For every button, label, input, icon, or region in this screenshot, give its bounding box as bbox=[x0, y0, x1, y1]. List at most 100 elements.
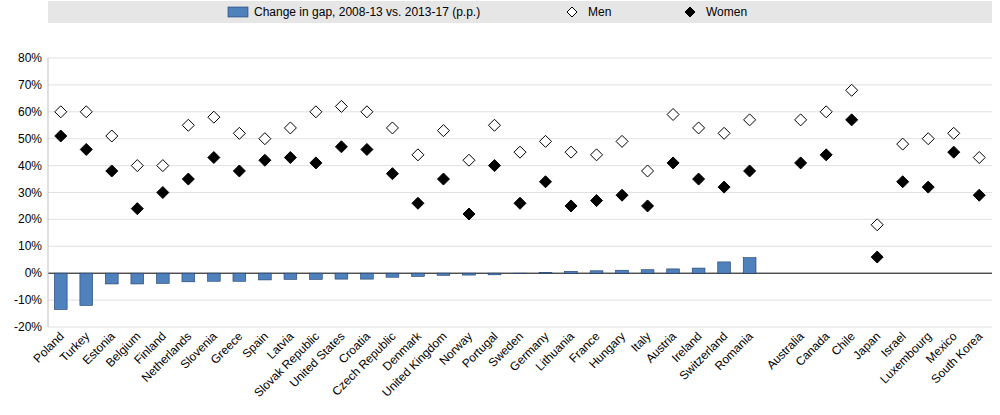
point bbox=[744, 165, 756, 177]
bar bbox=[514, 273, 527, 274]
marks bbox=[54, 84, 985, 309]
y-tick-label: 40% bbox=[18, 159, 42, 173]
point bbox=[106, 130, 118, 142]
x-tick-label: United Kingdom bbox=[379, 329, 449, 399]
y-axis-line bbox=[48, 58, 49, 327]
point bbox=[948, 127, 960, 139]
point bbox=[693, 122, 705, 134]
bar bbox=[386, 273, 399, 277]
legend-label: Women bbox=[706, 5, 747, 19]
point bbox=[795, 114, 807, 126]
point bbox=[182, 119, 194, 131]
point bbox=[488, 160, 500, 172]
point bbox=[55, 130, 67, 142]
bar bbox=[233, 273, 246, 281]
point bbox=[259, 154, 271, 166]
legend-label: Change in gap, 2008-13 vs. 2013-17 (p.p.… bbox=[254, 5, 480, 19]
legend-swatch bbox=[567, 7, 577, 17]
y-tick-label: 20% bbox=[18, 212, 42, 226]
y-tick-label: -20% bbox=[14, 320, 42, 334]
grid-line bbox=[48, 327, 992, 328]
bar bbox=[156, 273, 169, 283]
x-tick-label: Romania bbox=[712, 329, 756, 373]
y-tick-label: 70% bbox=[18, 78, 42, 92]
bar bbox=[335, 273, 348, 279]
bar bbox=[488, 273, 501, 275]
grid-line bbox=[48, 300, 992, 301]
point bbox=[437, 125, 449, 137]
legend-label: Men bbox=[588, 5, 611, 19]
bar bbox=[105, 273, 118, 284]
bar bbox=[437, 273, 450, 275]
y-tick-label: -10% bbox=[14, 293, 42, 307]
point bbox=[208, 152, 220, 164]
legend-background bbox=[48, 1, 992, 23]
grid-line bbox=[48, 165, 992, 166]
bar bbox=[692, 268, 705, 273]
legend: Change in gap, 2008-13 vs. 2013-17 (p.p.… bbox=[48, 1, 992, 23]
point bbox=[284, 122, 296, 134]
grid-line bbox=[48, 192, 992, 193]
point bbox=[437, 173, 449, 185]
point bbox=[973, 189, 985, 201]
point bbox=[412, 149, 424, 161]
bar bbox=[80, 273, 93, 305]
point bbox=[922, 181, 934, 193]
point bbox=[514, 146, 526, 158]
bar bbox=[718, 262, 731, 273]
point bbox=[259, 133, 271, 145]
point bbox=[744, 114, 756, 126]
point bbox=[310, 157, 322, 169]
point bbox=[795, 157, 807, 169]
point bbox=[948, 146, 960, 158]
y-tick-label: 50% bbox=[18, 132, 42, 146]
point bbox=[106, 165, 118, 177]
point bbox=[80, 106, 92, 118]
bar bbox=[310, 273, 323, 279]
grid bbox=[48, 58, 992, 327]
bar bbox=[54, 273, 67, 309]
point bbox=[514, 197, 526, 209]
bar bbox=[641, 270, 654, 273]
y-tick-label: 60% bbox=[18, 105, 42, 119]
point bbox=[233, 165, 245, 177]
point bbox=[642, 165, 654, 177]
grid-line bbox=[48, 111, 992, 112]
point bbox=[871, 219, 883, 231]
x-tick-label: Canada bbox=[793, 329, 833, 369]
y-tick-label: 80% bbox=[18, 51, 42, 65]
point bbox=[642, 200, 654, 212]
point bbox=[871, 251, 883, 263]
y-tick-label: 0% bbox=[25, 266, 43, 280]
bar bbox=[361, 273, 374, 279]
point bbox=[820, 149, 832, 161]
point bbox=[80, 143, 92, 155]
bar bbox=[463, 273, 476, 275]
bar bbox=[743, 258, 756, 274]
bar bbox=[539, 272, 552, 274]
point bbox=[846, 84, 858, 96]
point bbox=[591, 149, 603, 161]
chart: -20%-10%0%10%20%30%40%50%60%70%80%Poland… bbox=[0, 0, 1000, 415]
bar bbox=[284, 273, 297, 279]
point bbox=[667, 108, 679, 120]
bar bbox=[182, 273, 195, 282]
y-tick-label: 30% bbox=[18, 186, 42, 200]
point bbox=[488, 119, 500, 131]
point bbox=[897, 138, 909, 150]
bar bbox=[258, 273, 271, 280]
point bbox=[386, 168, 398, 180]
point bbox=[361, 143, 373, 155]
point bbox=[718, 127, 730, 139]
point bbox=[565, 200, 577, 212]
point bbox=[565, 146, 577, 158]
x-tick-label: Japan bbox=[850, 329, 883, 362]
x-tick-label: Hungary bbox=[586, 329, 628, 371]
bar bbox=[412, 273, 425, 276]
point bbox=[897, 176, 909, 188]
x-tick-label: Greece bbox=[208, 329, 246, 367]
x-tick-label: Spain bbox=[239, 329, 271, 361]
point bbox=[922, 133, 934, 145]
point bbox=[335, 100, 347, 112]
bar bbox=[667, 269, 680, 273]
